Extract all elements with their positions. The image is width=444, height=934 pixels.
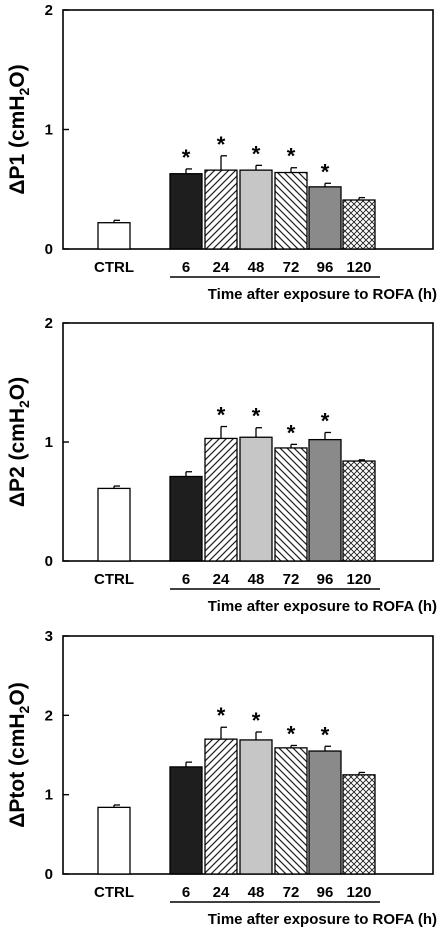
significance-star: * bbox=[321, 408, 330, 433]
bar-ctrl bbox=[97, 222, 131, 250]
bar-72 bbox=[274, 447, 308, 562]
y-axis-label-part: ΔP2 (cmH bbox=[6, 408, 29, 507]
y-tick-label: 3 bbox=[45, 628, 53, 645]
y-axis-label-part: ΔP1 (cmH bbox=[6, 96, 29, 195]
bar-96 bbox=[308, 750, 342, 875]
significance-star: * bbox=[182, 145, 191, 170]
x-category-label: CTRL bbox=[94, 259, 134, 276]
x-category-label: 6 bbox=[182, 884, 190, 901]
y-tick-label: 1 bbox=[45, 122, 53, 139]
y-tick-label: 0 bbox=[45, 553, 53, 570]
x-axis-label: Time after exposure to ROFA (h) bbox=[208, 598, 437, 615]
x-category-label: 72 bbox=[283, 571, 300, 588]
y-tick-label: 2 bbox=[45, 2, 53, 19]
bar-ctrl bbox=[97, 487, 131, 562]
y-axis-label-part: O) bbox=[6, 682, 29, 705]
bar-6 bbox=[169, 173, 203, 250]
x-category-label: CTRL bbox=[94, 884, 134, 901]
y-tick-label: 1 bbox=[45, 787, 53, 804]
y-tick-label: 2 bbox=[45, 707, 53, 724]
x-category-label: 24 bbox=[213, 259, 230, 276]
bar-ctrl bbox=[97, 806, 131, 875]
y-tick-label: 0 bbox=[45, 241, 53, 258]
y-axis-label: ΔP1 (cmH2O) bbox=[6, 64, 32, 194]
significance-star: * bbox=[287, 721, 296, 746]
x-category-label: 120 bbox=[346, 884, 371, 901]
x-axis-label: Time after exposure to ROFA (h) bbox=[208, 286, 437, 303]
bar-120 bbox=[342, 199, 376, 250]
x-category-label: CTRL bbox=[94, 571, 134, 588]
y-axis-label: ΔP2 (cmH2O) bbox=[6, 377, 32, 507]
significance-star: * bbox=[252, 404, 261, 429]
x-category-label: 48 bbox=[248, 884, 265, 901]
significance-star: * bbox=[287, 144, 296, 169]
y-axis-label-subscript: 2 bbox=[16, 705, 32, 713]
significance-star: * bbox=[321, 722, 330, 747]
bar-96 bbox=[308, 186, 342, 250]
bar-72 bbox=[274, 171, 308, 250]
y-axis-label-part: ΔPtot (cmH bbox=[6, 713, 29, 827]
x-category-label: 48 bbox=[248, 259, 265, 276]
bar-48 bbox=[239, 169, 273, 250]
bar-120 bbox=[342, 460, 376, 562]
x-axis-label: Time after exposure to ROFA (h) bbox=[208, 911, 437, 928]
y-tick-label: 2 bbox=[45, 315, 53, 332]
significance-star: * bbox=[252, 708, 261, 733]
y-axis-label-subscript: 2 bbox=[16, 400, 32, 408]
y-tick-label: 1 bbox=[45, 434, 53, 451]
bar-96 bbox=[308, 438, 342, 562]
bar-72 bbox=[274, 747, 308, 875]
bar-48 bbox=[239, 739, 273, 875]
significance-star: * bbox=[217, 132, 226, 157]
y-axis-label-subscript: 2 bbox=[16, 88, 32, 96]
x-category-label: 72 bbox=[283, 259, 300, 276]
y-tick-label: 0 bbox=[45, 866, 53, 883]
significance-star: * bbox=[217, 403, 226, 428]
x-category-label: 6 bbox=[182, 259, 190, 276]
x-category-label: 72 bbox=[283, 884, 300, 901]
bar-48 bbox=[239, 436, 273, 562]
bar-6 bbox=[169, 475, 203, 562]
x-category-label: 96 bbox=[317, 571, 334, 588]
bar-6 bbox=[169, 766, 203, 875]
x-category-label: 120 bbox=[346, 571, 371, 588]
significance-star: * bbox=[287, 420, 296, 445]
x-category-label: 6 bbox=[182, 571, 190, 588]
x-category-label: 96 bbox=[317, 884, 334, 901]
y-axis-label-part: O) bbox=[6, 64, 29, 87]
significance-star: * bbox=[217, 703, 226, 728]
x-category-label: 48 bbox=[248, 571, 265, 588]
x-category-label: 96 bbox=[317, 259, 334, 276]
x-category-label: 24 bbox=[213, 571, 230, 588]
bar-120 bbox=[342, 774, 376, 875]
y-axis-label-part: O) bbox=[6, 377, 29, 400]
significance-star: * bbox=[321, 159, 330, 184]
bar-24 bbox=[204, 738, 238, 875]
x-category-label: 24 bbox=[213, 884, 230, 901]
bar-24 bbox=[204, 169, 238, 250]
y-axis-label: ΔPtot (cmH2O) bbox=[6, 682, 32, 827]
x-category-label: 120 bbox=[346, 259, 371, 276]
significance-star: * bbox=[252, 141, 261, 166]
bar-24 bbox=[204, 437, 238, 562]
